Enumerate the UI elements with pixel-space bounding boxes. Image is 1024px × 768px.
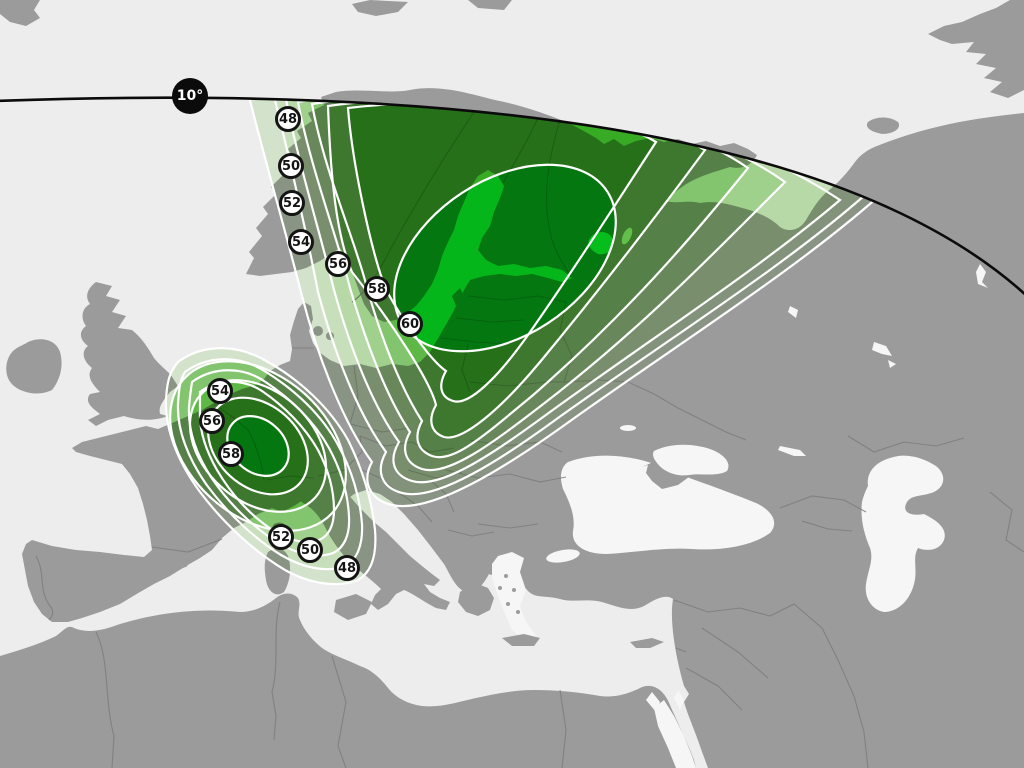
- gulf-of-aqaba: [674, 690, 684, 710]
- lake-rybinsk: [788, 306, 798, 318]
- aegean-island-3: [506, 602, 510, 606]
- land-arctic-island-2: [468, 0, 512, 10]
- crete: [502, 634, 540, 646]
- sea-of-marmara: [546, 549, 580, 563]
- elevation-arc-line: [0, 96, 1024, 296]
- land-barents-island: [866, 117, 900, 134]
- balearic-islands: [168, 562, 188, 570]
- land-sicily: [334, 594, 372, 620]
- lake-northeast: [976, 264, 988, 288]
- land-arctic-island-1: [352, 0, 408, 16]
- land-great-britain: [80, 282, 178, 426]
- land-novaya-zemlya: [928, 0, 1024, 98]
- land-africa: [0, 593, 696, 768]
- aegean-island-5: [498, 586, 502, 590]
- black-sea: [560, 455, 775, 554]
- caspian-sea: [861, 455, 945, 612]
- aegean-island-2: [512, 588, 516, 592]
- aegean-sea: [492, 552, 536, 642]
- lake-east-1: [872, 342, 892, 356]
- ne-beam-ring-60: [394, 164, 616, 352]
- land-ireland: [6, 339, 62, 394]
- lake-small-1: [620, 425, 636, 431]
- sea-of-azov: [653, 444, 729, 476]
- red-sea: [654, 700, 696, 768]
- land-iceland-corner: [0, 0, 40, 26]
- lake-east-2: [888, 360, 896, 368]
- lake-tsimlyansk: [778, 446, 806, 456]
- gulf-of-suez: [646, 692, 660, 712]
- inland-waters: [168, 227, 988, 768]
- aegean-island-1: [504, 574, 508, 578]
- cyprus: [630, 638, 664, 648]
- land-peloponnese: [458, 584, 494, 616]
- aegean-island-4: [516, 610, 520, 614]
